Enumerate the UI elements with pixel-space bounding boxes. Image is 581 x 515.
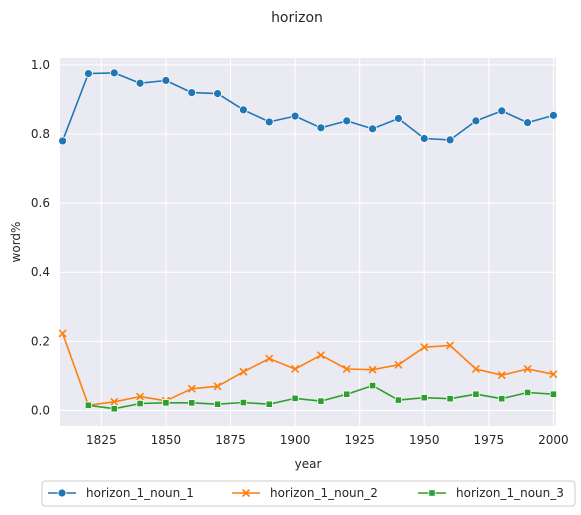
series-layer — [58, 68, 558, 413]
data-point — [497, 371, 506, 380]
data-point — [368, 124, 377, 134]
data-point — [213, 400, 222, 408]
legend-item-horizon_1_noun_3: horizon_1_noun_3 — [418, 486, 564, 500]
chart-title: horizon — [271, 10, 323, 26]
data-point — [187, 384, 196, 393]
data-point — [419, 134, 429, 143]
data-point — [136, 392, 144, 401]
x-tick-label: 1850 — [151, 433, 182, 447]
data-point — [342, 116, 352, 126]
x-tick-label: 1975 — [474, 433, 505, 447]
x-tick-label: 1900 — [280, 433, 311, 447]
data-point — [316, 123, 326, 133]
legend-item-horizon_1_noun_2: horizon_1_noun_2 — [232, 486, 378, 500]
y-axis-label: word% — [9, 222, 23, 263]
legend: horizon_1_noun_1 horizon_1_noun_2 horizon_… — [41, 480, 576, 507]
data-point — [394, 396, 403, 404]
y-tick-label: 0.2 — [31, 334, 50, 348]
data-point — [162, 399, 170, 407]
data-point — [368, 365, 377, 374]
data-point — [213, 89, 222, 98]
data-point — [471, 116, 481, 126]
legend-marker — [242, 489, 250, 497]
data-point — [420, 394, 428, 402]
series-horizon_1_noun_1 — [58, 68, 558, 146]
data-point — [290, 111, 300, 121]
legend-label: horizon_1_noun_1 — [86, 486, 194, 500]
y-axis-ticks: 0.0 0.2 0.4 0.6 0.8 1.0 — [31, 58, 50, 418]
data-point — [445, 135, 455, 145]
data-point — [265, 354, 274, 363]
data-point — [265, 400, 273, 408]
data-point — [264, 117, 274, 127]
data-point — [136, 399, 144, 408]
data-point — [239, 398, 248, 407]
legend-frame — [41, 480, 576, 507]
x-tick-label: 1825 — [86, 433, 117, 447]
x-tick-label: 1875 — [215, 433, 246, 447]
data-point — [368, 381, 377, 390]
data-point — [394, 114, 403, 123]
data-point — [472, 390, 480, 398]
data-point — [84, 69, 93, 78]
data-point — [58, 136, 67, 146]
data-point — [523, 118, 532, 128]
data-point — [446, 395, 454, 403]
data-point — [317, 397, 325, 405]
data-point — [342, 365, 351, 373]
data-point — [291, 365, 299, 373]
data-point — [161, 76, 171, 85]
y-tick-label: 0.6 — [31, 196, 50, 210]
data-point — [420, 343, 429, 352]
legend-marker — [428, 489, 436, 497]
data-point — [549, 390, 558, 398]
x-tick-label: 2000 — [538, 433, 569, 447]
data-point — [497, 106, 507, 116]
data-point — [110, 398, 119, 406]
series-line — [61, 333, 554, 407]
data-point — [394, 361, 403, 369]
data-point — [239, 105, 248, 115]
data-point — [317, 351, 325, 359]
data-point — [523, 365, 532, 373]
data-point — [498, 395, 506, 403]
y-tick-label: 0.8 — [31, 127, 50, 141]
x-tick-label: 1925 — [344, 433, 375, 447]
data-point — [110, 405, 118, 413]
series-horizon_1_noun_3 — [84, 381, 558, 413]
data-point — [109, 68, 119, 78]
data-point — [446, 341, 454, 350]
data-point — [523, 388, 532, 397]
data-point — [135, 78, 145, 88]
y-tick-label: 0.4 — [31, 265, 50, 279]
x-axis-ticks: 1825 1850 1875 1900 1925 1950 1975 2000 — [86, 433, 569, 447]
legend-item-horizon_1_noun_1: horizon_1_noun_1 — [48, 486, 194, 500]
data-point — [472, 365, 480, 373]
legend-label: horizon_1_noun_2 — [270, 486, 378, 500]
y-tick-label: 1.0 — [31, 58, 50, 72]
y-tick-label: 0.0 — [31, 403, 50, 417]
data-point — [549, 110, 558, 120]
x-axis-label: year — [295, 457, 322, 471]
data-point — [343, 390, 351, 398]
data-point — [187, 88, 197, 97]
x-tick-label: 1950 — [409, 433, 440, 447]
data-point — [84, 401, 93, 409]
data-point — [58, 329, 67, 338]
data-point — [188, 399, 196, 407]
legend-label: horizon_1_noun_3 — [456, 486, 564, 500]
data-point — [213, 382, 222, 391]
data-point — [291, 394, 299, 402]
data-point — [239, 367, 248, 376]
legend-marker — [57, 488, 67, 498]
data-point — [549, 370, 558, 378]
